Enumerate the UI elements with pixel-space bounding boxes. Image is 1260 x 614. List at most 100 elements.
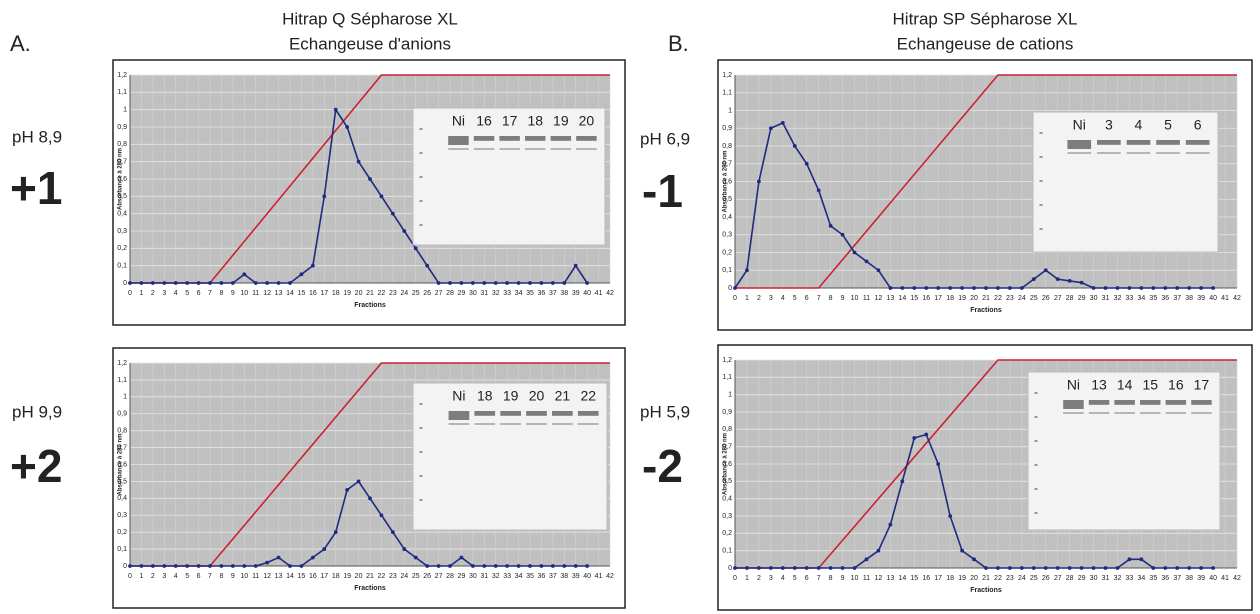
data-point xyxy=(185,564,190,568)
gel-band xyxy=(552,423,573,425)
x-tick-label: 6 xyxy=(197,290,201,297)
data-point xyxy=(1163,566,1168,570)
gel-lane-label: 22 xyxy=(580,388,596,404)
data-point xyxy=(425,564,430,568)
x-tick-label: 14 xyxy=(286,573,294,580)
x-tick-label: 22 xyxy=(378,573,386,580)
data-point xyxy=(1079,280,1084,285)
x-tick-label: 27 xyxy=(1054,295,1062,302)
data-point xyxy=(768,126,773,131)
data-point xyxy=(876,268,881,273)
x-tick-label: 9 xyxy=(231,573,235,580)
gel-band xyxy=(550,148,572,150)
data-point xyxy=(528,564,532,568)
y-tick-label: 1 xyxy=(123,107,127,114)
gel-band xyxy=(1088,412,1110,414)
x-tick-label: 29 xyxy=(1078,575,1086,582)
y-tick-label: 0 xyxy=(123,280,127,287)
data-point xyxy=(413,246,418,251)
ph-label: pH 5,9 xyxy=(640,402,690,421)
x-tick-label: 31 xyxy=(1102,295,1110,302)
x-tick-label: 33 xyxy=(503,290,511,297)
data-point xyxy=(960,286,964,290)
gel-band xyxy=(552,411,573,416)
x-tick-label: 21 xyxy=(982,295,990,302)
data-point xyxy=(585,281,590,285)
data-point xyxy=(402,547,407,551)
data-point xyxy=(333,107,338,112)
x-tick-label: 31 xyxy=(1102,575,1110,582)
x-tick-label: 16 xyxy=(922,295,930,302)
data-point xyxy=(876,548,881,553)
x-tick-label: 8 xyxy=(219,573,223,580)
gel-band xyxy=(526,423,547,425)
gel-band xyxy=(448,411,470,420)
data-point xyxy=(912,286,917,290)
data-point xyxy=(470,281,475,285)
y-tick-label: 0,4 xyxy=(722,214,732,221)
x-tick-label: 42 xyxy=(606,573,614,580)
data-point xyxy=(242,564,247,568)
data-point xyxy=(816,188,821,193)
x-tick-label: 4 xyxy=(174,290,178,297)
data-point xyxy=(573,263,578,268)
y-tick-label: 0,3 xyxy=(722,232,732,239)
data-point xyxy=(1043,566,1048,570)
data-point xyxy=(539,281,544,285)
data-point xyxy=(1175,286,1180,290)
data-point xyxy=(482,281,487,285)
y-tick-label: 0,2 xyxy=(117,529,127,536)
x-tick-label: 39 xyxy=(572,573,580,580)
data-point xyxy=(780,121,785,125)
x-tick-label: 28 xyxy=(446,290,454,297)
data-point xyxy=(539,564,544,568)
x-tick-label: 37 xyxy=(1173,295,1181,302)
gel-band xyxy=(1156,152,1180,154)
x-tick-label: 29 xyxy=(1078,295,1086,302)
gel-band xyxy=(1140,412,1161,414)
gel-image xyxy=(412,107,606,246)
x-tick-label: 20 xyxy=(355,573,363,580)
panel-letter: A. xyxy=(10,31,31,56)
y-tick-label: 1,2 xyxy=(117,360,127,367)
gel-lane-label: 4 xyxy=(1135,117,1143,133)
gel-band xyxy=(1185,140,1210,145)
data-point xyxy=(972,557,976,562)
y-tick-label: 0,1 xyxy=(722,267,732,274)
x-axis-label: Fractions xyxy=(970,307,1002,314)
y-tick-label: 0,8 xyxy=(722,426,732,433)
x-tick-label: 28 xyxy=(1066,575,1074,582)
y-axis-label: Absorbance à 280 nm xyxy=(723,433,729,495)
data-point xyxy=(948,514,953,518)
x-tick-label: 33 xyxy=(503,573,511,580)
data-point xyxy=(864,557,869,562)
x-tick-label: 30 xyxy=(1090,575,1098,582)
data-point xyxy=(1008,286,1012,290)
x-tick-label: 37 xyxy=(1173,575,1181,582)
x-tick-label: 24 xyxy=(400,573,408,580)
x-tick-label: 40 xyxy=(1209,575,1217,582)
data-point xyxy=(900,479,905,484)
x-tick-label: 12 xyxy=(875,575,883,582)
data-point xyxy=(1139,286,1144,290)
data-point xyxy=(402,229,407,233)
data-point xyxy=(1187,566,1192,570)
x-tick-label: 39 xyxy=(1197,295,1205,302)
y-axis-label: Absorbance à 280 nm xyxy=(723,150,729,212)
x-tick-label: 41 xyxy=(595,573,603,580)
data-point xyxy=(448,564,452,568)
data-point xyxy=(745,566,749,570)
x-tick-label: 1 xyxy=(139,290,143,297)
gel-lane-label: Ni xyxy=(452,113,465,129)
data-point xyxy=(379,194,384,199)
gel-image xyxy=(1027,371,1221,531)
y-tick-label: 0,4 xyxy=(117,211,127,218)
data-point xyxy=(852,250,857,255)
gel-band xyxy=(448,423,470,425)
gel-band xyxy=(525,148,546,150)
data-point xyxy=(356,479,361,484)
gel-lane-label: 21 xyxy=(555,388,571,404)
x-tick-label: 0 xyxy=(128,573,132,580)
x-tick-label: 36 xyxy=(1161,295,1169,302)
